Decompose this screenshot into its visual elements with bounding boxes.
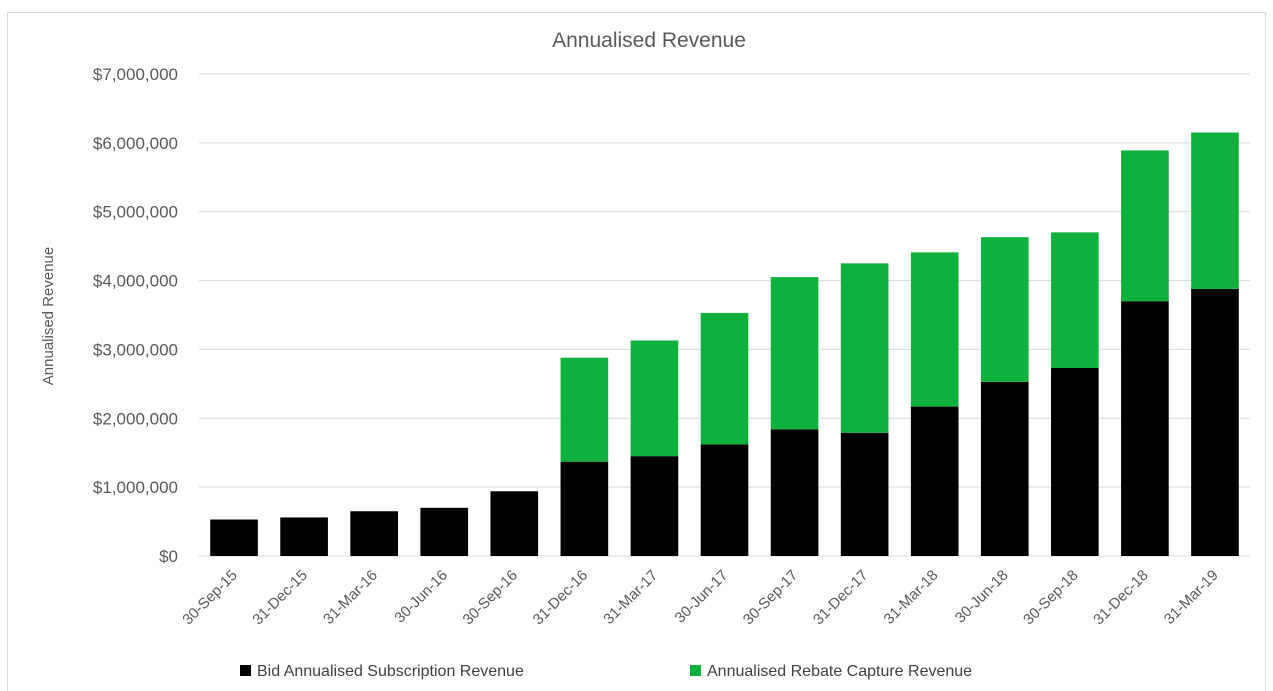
y-axis-label: Annualised Revenue [40, 247, 57, 385]
x-tick-label: 30-Sep-17 [740, 567, 802, 629]
x-tick-label: 31-Mar-16 [320, 567, 381, 628]
y-tick-label: $1,000,000 [93, 478, 178, 497]
bar-rebate [1191, 132, 1239, 289]
chart-title: Annualised Revenue [552, 29, 746, 52]
bar-subscription [1051, 368, 1099, 556]
bar-subscription [1191, 288, 1239, 556]
bar-subscription [770, 429, 819, 556]
bar-subscription [280, 517, 328, 556]
x-tick-label: 30-Jun-16 [391, 567, 451, 627]
y-tick-label: $3,000,000 [93, 340, 178, 359]
x-tick-label: 30-Sep-15 [179, 567, 241, 629]
legend-label: Annualised Rebate Capture Revenue [707, 663, 972, 680]
bar-rebate [700, 312, 749, 445]
bar-subscription [700, 444, 749, 556]
legend-swatch [240, 665, 251, 676]
bar-subscription [490, 491, 539, 556]
bar-rebate [1121, 150, 1169, 302]
bar-subscription [910, 406, 959, 556]
legend: Bid Annualised Subscription Revenue Annua… [240, 663, 972, 680]
x-tick-label: 31-Dec-17 [810, 567, 872, 629]
y-axis-ticks: $0 $1,000,000 $2,000,000 $3,000,000 $4,000,0… [93, 65, 178, 566]
y-tick-label: $2,000,000 [93, 409, 178, 428]
bar-rebate [980, 237, 1029, 382]
bar-rebate [1051, 232, 1099, 369]
x-tick-label: 30-Sep-16 [460, 567, 522, 629]
bar-subscription [980, 381, 1029, 556]
bar-subscription [560, 461, 609, 556]
bar-rebate [770, 277, 819, 430]
bar-subscription [1121, 301, 1169, 556]
y-tick-label: $5,000,000 [93, 203, 178, 222]
y-tick-label: $4,000,000 [93, 272, 178, 291]
x-tick-label: 31-Dec-15 [249, 567, 311, 629]
bar-rebate [910, 252, 959, 407]
bar-subscription [840, 432, 889, 556]
x-tick-label: 30-Jun-17 [672, 567, 732, 627]
x-tick-label: 30-Sep-18 [1020, 567, 1082, 629]
bar-rebate [840, 263, 889, 433]
bars [210, 132, 1239, 556]
x-tick-label: 31-Mar-17 [600, 567, 661, 628]
bar-subscription [210, 519, 258, 556]
x-tick-label: 31-Dec-18 [1090, 567, 1152, 629]
bar-rebate [560, 357, 609, 462]
y-tick-label: $7,000,000 [93, 65, 178, 84]
x-tick-label: 31-Dec-16 [530, 567, 592, 629]
chart-frame [7, 12, 1266, 691]
y-tick-label: $0 [159, 547, 178, 566]
bar-rebate [630, 340, 679, 457]
bar-subscription [630, 456, 679, 556]
bar-subscription [420, 507, 469, 556]
bar-subscription [350, 511, 398, 556]
x-tick-label: 30-Jun-18 [952, 567, 1012, 627]
x-axis-ticks: 30-Sep-15 31-Dec-15 31-Mar-16 30-Jun-16 30-S… [179, 567, 1221, 629]
x-tick-label: 31-Mar-19 [1161, 567, 1222, 628]
legend-label: Bid Annualised Subscription Revenue [257, 663, 524, 680]
x-tick-label: 31-Mar-18 [881, 567, 942, 628]
y-tick-label: $6,000,000 [93, 134, 178, 153]
legend-swatch [690, 665, 701, 676]
